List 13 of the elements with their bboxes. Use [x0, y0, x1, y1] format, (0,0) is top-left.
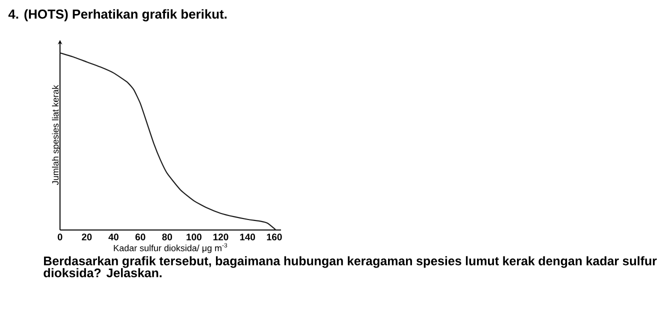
x-tick-label: 0	[58, 234, 62, 240]
y-axis-title: Jumlah spesies liat kerak	[52, 84, 60, 185]
x-tick-label: 60	[135, 234, 146, 240]
text: Berdasarkan grafik tersebut, bagaimana hubungan keragaman spesies lumut kerak dengan kadar sulfur dioksida? Jelaskan.	[44, 256, 657, 278]
x-tick-label: 120	[213, 234, 228, 240]
chart-title: 4. (HOTS) Perhatikan grafik berikut.	[8, 9, 227, 22]
x-axis-title: Kadar sulfur dioksida/ μg m$^{-3}$	[114, 243, 228, 254]
x-tick-label: 40	[108, 234, 118, 240]
x-tick-label: 20	[82, 234, 92, 240]
x-tick-label: 100	[186, 234, 202, 240]
x-tick-label: 160	[267, 234, 282, 240]
x-tick-label: 140	[240, 234, 256, 240]
x-tick-label: 80	[162, 234, 172, 240]
